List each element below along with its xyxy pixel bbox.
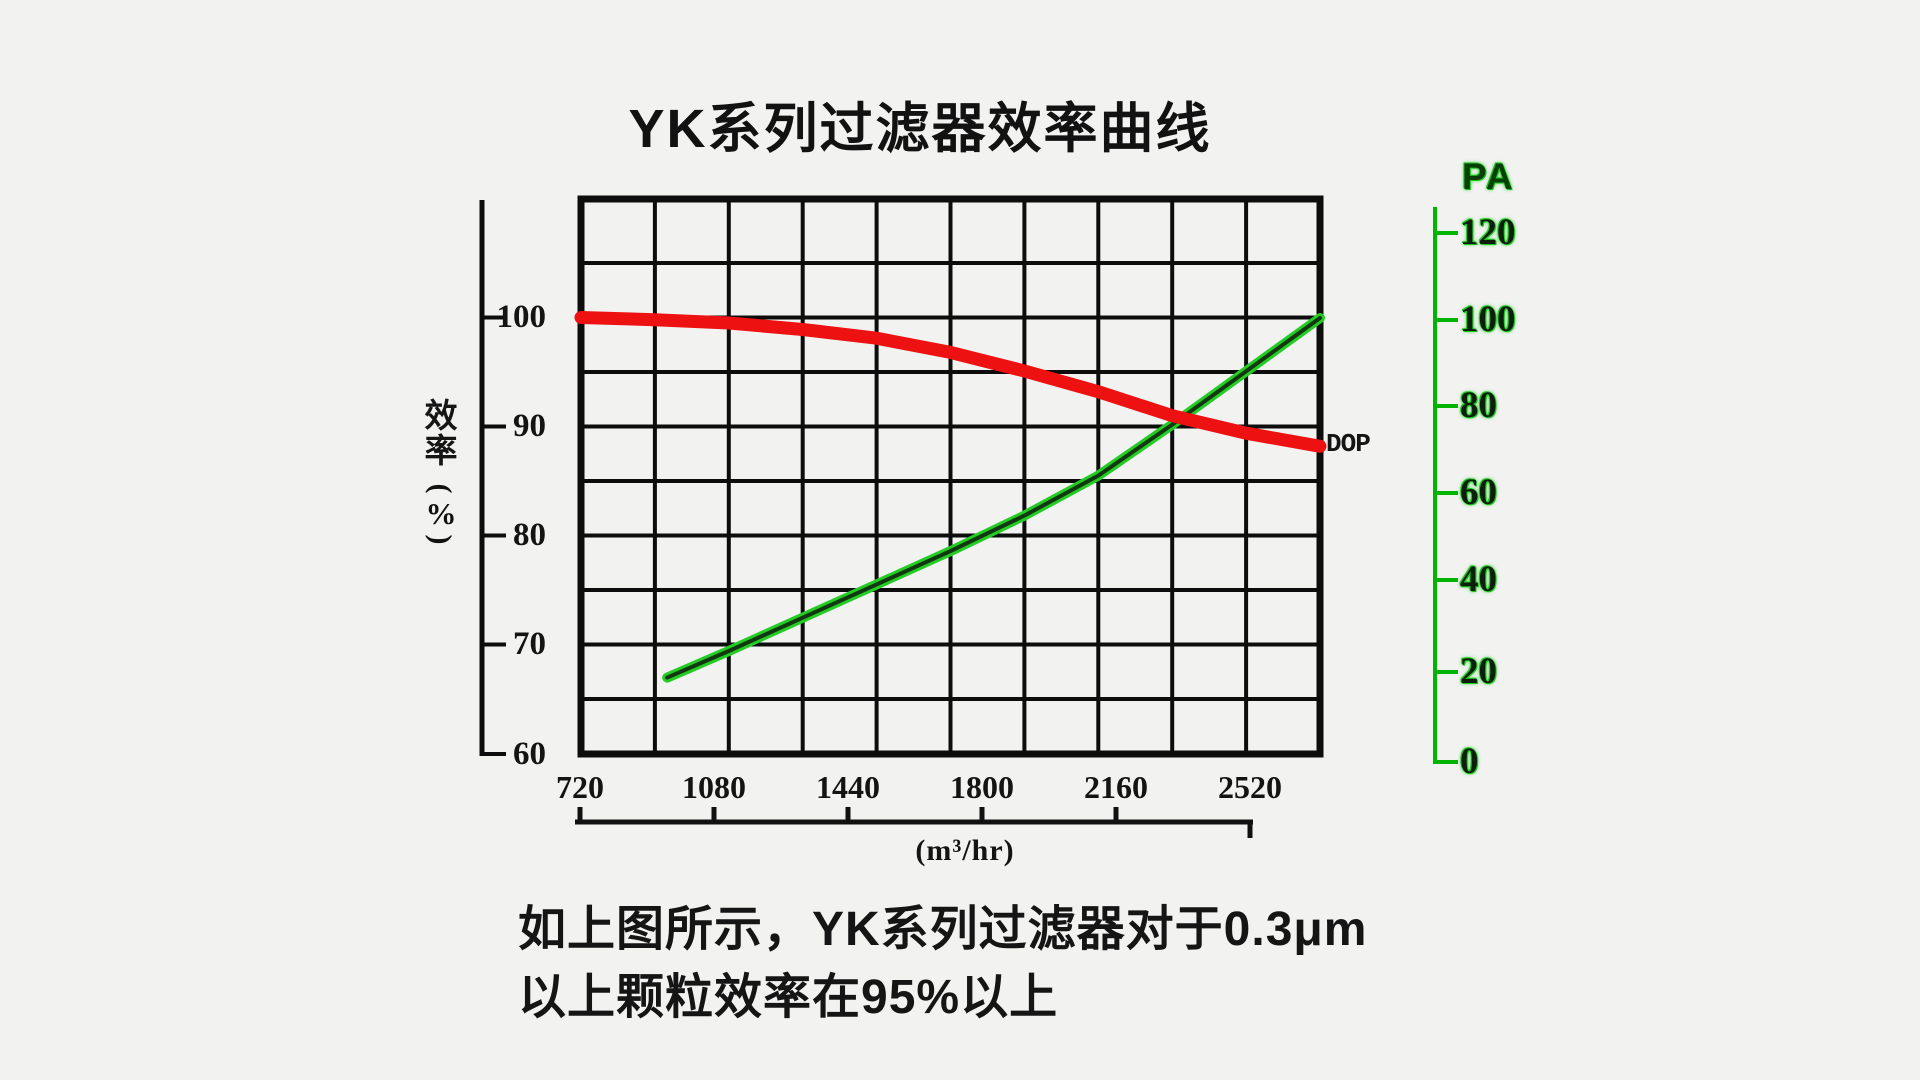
y-right-tick-100: 100 — [1460, 299, 1516, 340]
y-right-tick-60: 60 — [1460, 472, 1497, 513]
y-left-tick-90: 90 — [513, 408, 546, 444]
resistance-curve — [665, 316, 1322, 680]
y-right-tick-20: 20 — [1460, 651, 1497, 692]
y-right-tick-80: 80 — [1460, 385, 1497, 426]
y-left-tick-60: 60 — [513, 736, 546, 772]
y-left-tick-80: 80 — [513, 517, 546, 553]
y-right-axis-ticks — [1435, 231, 1458, 764]
x-tick-2520: 2520 — [1218, 769, 1282, 805]
x-tick-720: 720 — [556, 769, 604, 805]
dop-curve-label: DOP — [1326, 429, 1371, 459]
caption-line-1: 如上图所示，YK系列过滤器对于0.3μm — [518, 903, 1368, 956]
y-right-tick-40: 40 — [1460, 559, 1497, 600]
y-left-axis-title: 效 率 ( % ) — [420, 398, 462, 548]
dop-efficiency-curve — [574, 311, 1327, 453]
caption-line-2: 以上颗粒效率在95%以上 — [518, 971, 1059, 1024]
y-left-axis-unit: % — [425, 496, 457, 531]
plot-border — [577, 195, 1324, 758]
y-left-tick-70: 70 — [513, 626, 546, 662]
chart-title: YK系列过滤器效率曲线 — [628, 99, 1212, 159]
x-tick-2160: 2160 — [1084, 769, 1148, 805]
x-axis-scale-ticks — [577, 807, 1253, 838]
y-left-axis-paren-open: ( — [424, 483, 458, 494]
x-tick-1440: 1440 — [816, 769, 880, 805]
x-tick-1800: 1800 — [950, 769, 1014, 805]
y-left-axis-title-char-1: 效 — [424, 397, 458, 434]
x-tick-1080: 1080 — [682, 769, 746, 805]
grid-horizontal-lines — [582, 261, 1319, 701]
x-axis-unit-label: (m³/hr) — [915, 834, 1015, 867]
y-right-tick-0: 0 — [1460, 741, 1479, 782]
grid-vertical-lines — [652, 201, 1249, 752]
y-left-axis-title-char-2: 率 — [424, 432, 458, 469]
y-right-tick-120: 120 — [1460, 212, 1516, 253]
y-left-axis-paren-close: ) — [424, 534, 458, 545]
y-left-axis-ticks — [482, 315, 506, 756]
caption: 如上图所示，YK系列过滤器对于0.3μm 以上颗粒效率在95%以上 — [518, 896, 1518, 1032]
y-right-axis-title: PA — [1462, 156, 1515, 197]
y-left-tick-100: 100 — [496, 299, 547, 335]
